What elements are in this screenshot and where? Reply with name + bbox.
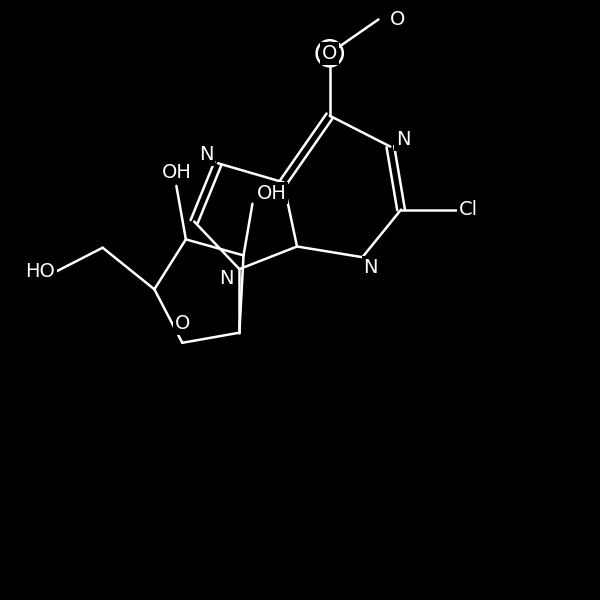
Text: N: N xyxy=(199,145,214,164)
Text: Cl: Cl xyxy=(459,200,478,219)
Text: N: N xyxy=(219,269,233,287)
Text: HO: HO xyxy=(25,262,55,281)
Text: N: N xyxy=(364,259,378,277)
Text: O: O xyxy=(175,314,190,333)
Text: N: N xyxy=(396,130,410,149)
Text: O: O xyxy=(322,44,337,63)
Text: OH: OH xyxy=(161,163,191,182)
Text: OH: OH xyxy=(257,184,286,203)
Text: O: O xyxy=(390,10,405,29)
